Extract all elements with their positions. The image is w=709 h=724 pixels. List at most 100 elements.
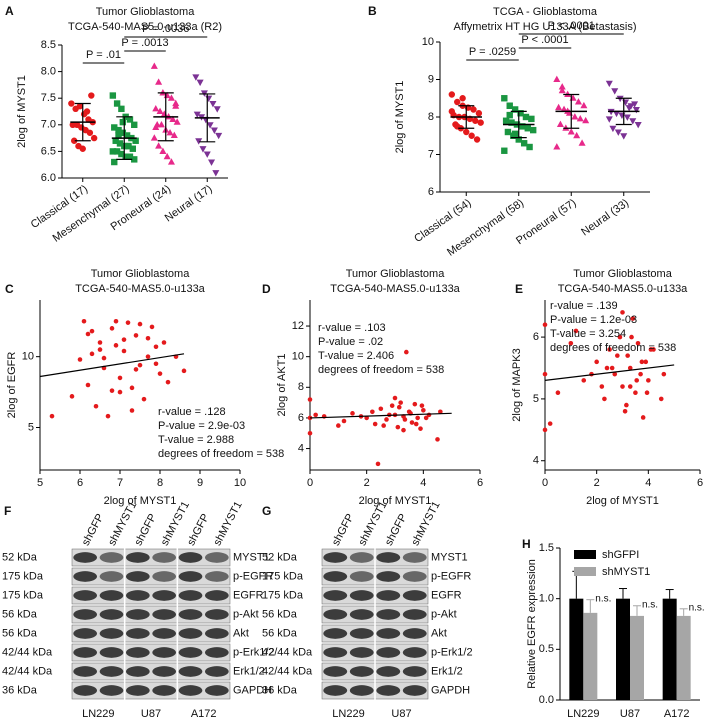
legend-label: shMYST1	[602, 566, 650, 578]
protein-label: p-Akt	[431, 608, 457, 620]
blot-band	[402, 628, 427, 639]
data-point	[574, 98, 582, 105]
size-label: 36 kDa	[262, 684, 298, 696]
data-point	[658, 396, 664, 402]
panel-letter: B	[368, 4, 377, 18]
data-point	[639, 359, 645, 365]
legend-swatch	[574, 550, 596, 559]
data-point	[631, 101, 639, 108]
blot-band	[376, 647, 401, 658]
blot-band	[204, 685, 229, 696]
data-point	[81, 318, 87, 324]
data-point	[141, 396, 147, 402]
data-point	[529, 126, 537, 134]
size-label: 42/44 kDa	[262, 646, 313, 658]
data-point	[131, 121, 138, 128]
y-tick-label: 7.0	[41, 119, 56, 131]
blot-band	[376, 685, 401, 696]
data-point	[472, 117, 479, 124]
x-tick-label: 7	[117, 477, 123, 489]
blot-band	[204, 571, 229, 582]
protein-label: EGFR	[233, 589, 264, 601]
data-point	[542, 322, 548, 328]
blot-band	[204, 647, 229, 658]
data-point	[602, 396, 607, 402]
data-point	[68, 100, 75, 107]
data-point	[522, 113, 530, 121]
data-point	[113, 318, 119, 324]
cell-line-label: LN229	[332, 708, 364, 720]
blot-band	[349, 552, 374, 563]
protein-label: MYST1	[233, 551, 270, 563]
data-point	[409, 420, 415, 425]
data-point	[615, 353, 620, 358]
x-tick-label: 6	[477, 477, 483, 489]
x-tick-label: 0	[307, 477, 313, 489]
data-point	[423, 415, 429, 421]
protein-label: EGFR	[431, 589, 462, 601]
data-point	[149, 324, 155, 330]
data-point	[396, 404, 402, 410]
data-point	[635, 340, 641, 346]
data-point	[412, 401, 418, 407]
data-point	[629, 118, 637, 125]
blot-band	[73, 666, 98, 677]
size-label: 56 kDa	[262, 627, 298, 639]
protein-label: p-Erk1/2	[233, 646, 275, 658]
data-point	[547, 421, 553, 426]
data-point	[129, 408, 135, 413]
data-point	[398, 400, 403, 405]
chart-subtitle: TCGA-540-MAS5.0-u133a	[558, 283, 688, 295]
data-point	[419, 403, 425, 408]
annotation: n.s.	[689, 602, 705, 613]
data-point	[605, 80, 613, 88]
comparison-label: P = .01	[86, 49, 121, 61]
data-point	[569, 94, 577, 101]
data-point	[555, 103, 563, 111]
data-point	[620, 384, 625, 389]
data-point	[573, 328, 579, 334]
data-point	[213, 106, 221, 113]
data-point	[152, 123, 160, 131]
data-point	[620, 133, 628, 140]
chart-subtitle: TCGA-540-MAS5.0-u133a	[330, 283, 460, 295]
blot-band	[204, 590, 229, 601]
y-tick-label: 10	[292, 351, 304, 363]
blot-band	[152, 628, 177, 639]
fit-line	[309, 412, 452, 419]
data-point	[167, 158, 175, 165]
data-point	[463, 128, 470, 136]
data-point	[648, 347, 654, 352]
data-point	[582, 116, 590, 124]
blot-band	[349, 590, 374, 601]
lane-label: shGFP	[383, 512, 410, 548]
blot-band	[73, 590, 98, 601]
data-point	[85, 382, 91, 388]
chart-title: Tumor Glioblastoma	[346, 268, 446, 280]
blot-band	[402, 571, 427, 582]
blot-band	[178, 628, 203, 639]
data-point	[612, 371, 618, 377]
data-point	[155, 78, 163, 85]
data-point	[384, 417, 389, 422]
x-tick-label: 6	[697, 477, 703, 489]
data-point	[594, 359, 599, 365]
legend-label: shGFPI	[602, 549, 639, 561]
blot-band	[178, 571, 203, 582]
blot-band	[323, 647, 348, 658]
data-point	[209, 100, 217, 108]
protein-label: GAPDH	[431, 684, 470, 696]
data-point	[350, 411, 355, 416]
data-point	[113, 100, 121, 107]
x-tick-label: 0	[542, 477, 548, 489]
y-tick-label: 6	[533, 331, 539, 343]
data-point	[623, 114, 631, 121]
blot-band	[402, 647, 427, 658]
panel-letter: D	[262, 282, 271, 296]
data-point	[438, 409, 443, 415]
y-tick-label: 0.5	[539, 643, 554, 655]
size-label: 52 kDa	[262, 551, 298, 563]
blot-band	[125, 571, 150, 582]
cell-line-label: A172	[191, 708, 217, 720]
panel-letter: H	[522, 537, 531, 551]
